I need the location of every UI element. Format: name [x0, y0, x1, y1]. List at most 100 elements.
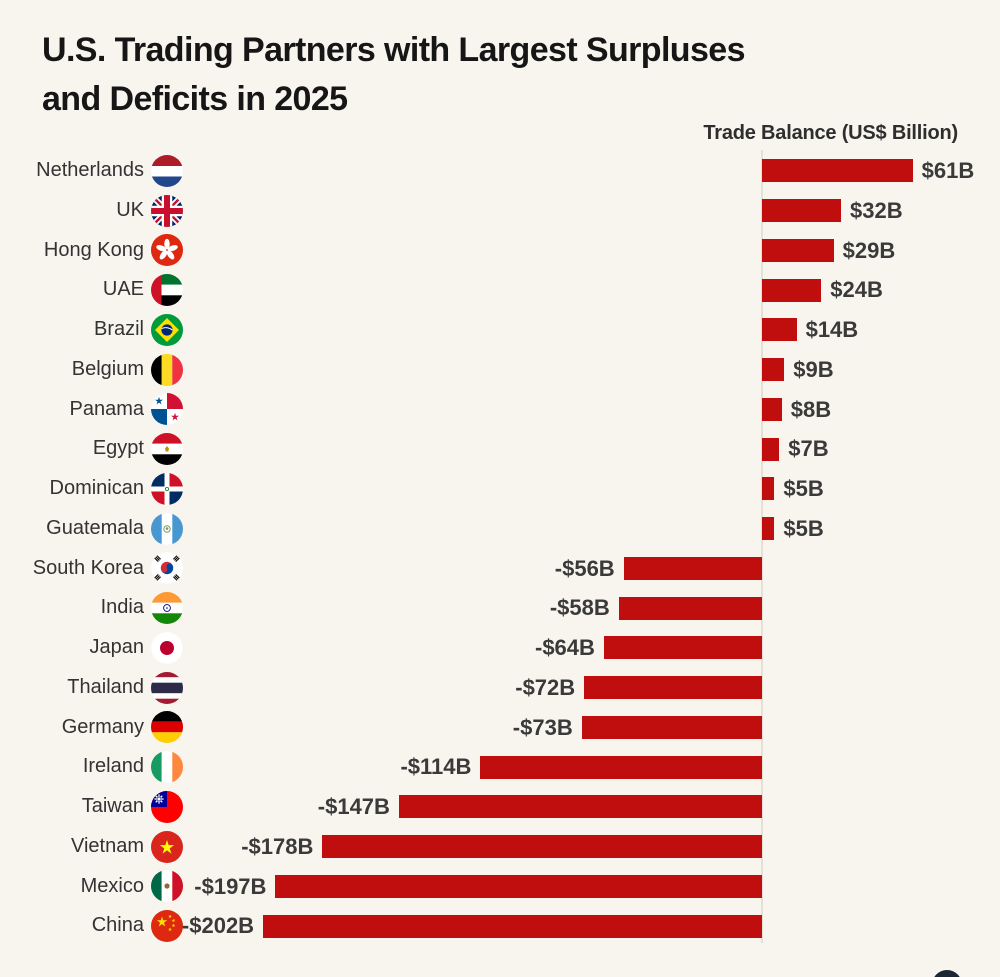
- country-label-uae: UAE: [102, 278, 144, 301]
- page-title-line2: and Deficits in 2025: [42, 80, 348, 118]
- chart-row-guatemala: Guatemala $5B: [0, 509, 1000, 549]
- chart-row-south-korea: South Korea -$56B: [0, 549, 1000, 589]
- chart-row-belgium: Belgium $9B: [0, 350, 1000, 390]
- value-label-south-korea: -$56B: [554, 555, 615, 581]
- flag-india-icon: [151, 592, 183, 625]
- bar-germany: [581, 715, 762, 739]
- bar-panama: [762, 397, 782, 421]
- value-label-mexico: -$197B: [194, 873, 267, 899]
- country-label-thailand: Thailand: [67, 675, 144, 698]
- bar-india: [618, 596, 762, 620]
- page-title-line1: U.S. Trading Partners with Largest Surpl…: [42, 31, 745, 69]
- value-label-brazil: $14B: [805, 317, 859, 342]
- flag-belgium-icon: [151, 353, 183, 386]
- bar-taiwan: [398, 795, 762, 819]
- chart-row-uk: UK $32B: [0, 191, 1000, 231]
- bar-mexico: [275, 874, 762, 898]
- value-label-japan: -$64B: [535, 635, 595, 660]
- bar-dominican: [762, 477, 775, 501]
- chart-row-uae: UAE $24B: [0, 270, 1000, 310]
- chart-row-germany: Germany -$73B: [0, 708, 1000, 748]
- chart-row-ireland: Ireland -$114B: [0, 747, 1000, 787]
- chart-row-mexico: Mexico -$197B: [0, 867, 1000, 907]
- country-label-germany: Germany: [61, 715, 144, 738]
- flag-china-icon: [151, 910, 183, 943]
- flag-ireland-icon: [151, 751, 183, 784]
- bar-thailand: [584, 676, 762, 700]
- chart-row-dominican: Dominican $5B: [0, 469, 1000, 509]
- bar-ireland: [480, 755, 762, 779]
- country-label-guatemala: Guatemala: [46, 516, 144, 539]
- country-label-belgium: Belgium: [71, 357, 144, 380]
- flag-taiwan-icon: [151, 790, 183, 823]
- flag-uk-icon: [151, 194, 183, 227]
- bar-guatemala: [762, 517, 775, 541]
- chart-row-vietnam: Vietnam -$178B: [0, 827, 1000, 867]
- country-label-japan: Japan: [89, 636, 145, 658]
- chart-row-brazil: Brazil $14B: [0, 310, 1000, 350]
- flag-uae-icon: [151, 274, 183, 307]
- page-title: U.S. Trading Partners with Largest Surpl…: [42, 26, 745, 124]
- value-label-taiwan: -$147B: [317, 794, 390, 819]
- value-label-uae: $24B: [830, 277, 883, 303]
- zero-baseline: [761, 150, 763, 943]
- bar-belgium: [762, 358, 785, 382]
- chart-row-hong-kong: Hong Kong $29B: [0, 231, 1000, 271]
- country-label-ireland: Ireland: [82, 755, 144, 778]
- value-label-hong-kong: $29B: [842, 237, 896, 263]
- flag-netherlands-icon: [151, 154, 183, 187]
- country-label-dominican: Dominican: [49, 477, 144, 499]
- chart-row-japan: Japan -$64B: [0, 628, 1000, 668]
- value-label-ireland: -$114B: [400, 754, 472, 780]
- country-label-india: India: [100, 596, 144, 619]
- country-label-brazil: Brazil: [93, 318, 144, 340]
- country-label-netherlands: Netherlands: [36, 159, 144, 181]
- flag-japan-icon: [151, 631, 183, 664]
- axis-label: Trade Balance (US$ Billion): [703, 122, 958, 144]
- value-label-india: -$58B: [549, 595, 610, 621]
- country-label-south-korea: South Korea: [32, 556, 144, 579]
- value-label-dominican: $5B: [783, 476, 824, 501]
- value-label-thailand: -$72B: [515, 674, 576, 700]
- value-label-egypt: $7B: [788, 436, 829, 462]
- value-label-panama: $8B: [790, 396, 832, 422]
- flag-guatemala-icon: [151, 512, 183, 545]
- bar-uae: [762, 278, 822, 302]
- chart-row-india: India -$58B: [0, 588, 1000, 628]
- bar-south-korea: [623, 556, 762, 580]
- chart-row-panama: Panama $8B: [0, 390, 1000, 430]
- country-label-mexico: Mexico: [80, 874, 144, 897]
- country-label-vietnam: Vietnam: [70, 834, 144, 857]
- country-label-uk: UK: [116, 198, 144, 221]
- bar-netherlands: [762, 159, 913, 183]
- value-label-germany: -$73B: [512, 714, 573, 740]
- chart-row-thailand: Thailand -$72B: [0, 668, 1000, 708]
- flag-brazil-icon: [151, 313, 183, 346]
- bar-brazil: [762, 318, 797, 342]
- country-label-china: China: [91, 914, 144, 937]
- flag-egypt-icon: [151, 433, 183, 466]
- country-label-hong-kong: Hong Kong: [43, 238, 144, 261]
- flag-hong-kong-icon: [151, 234, 183, 267]
- flag-thailand-icon: [151, 671, 183, 704]
- flag-germany-icon: [151, 711, 183, 744]
- bar-japan: [603, 636, 762, 660]
- value-label-belgium: $9B: [793, 356, 834, 382]
- value-label-guatemala: $5B: [783, 515, 824, 541]
- country-label-egypt: Egypt: [92, 437, 144, 460]
- country-label-taiwan: Taiwan: [81, 795, 144, 817]
- flag-panama-icon: [151, 393, 183, 426]
- flag-south-korea-icon: [151, 552, 183, 585]
- bar-egypt: [762, 437, 780, 461]
- chart-row-taiwan: Taiwan -$147B: [0, 787, 1000, 827]
- country-label-panama: Panama: [69, 397, 145, 420]
- value-label-china: -$202B: [181, 913, 255, 939]
- bar-china: [263, 914, 762, 938]
- flag-dominican-icon: [151, 472, 183, 505]
- value-label-uk: $32B: [850, 197, 903, 223]
- bar-uk: [762, 199, 842, 223]
- bar-vietnam: [322, 835, 762, 859]
- flag-vietnam-icon: [151, 830, 183, 863]
- flag-mexico-icon: [151, 870, 183, 903]
